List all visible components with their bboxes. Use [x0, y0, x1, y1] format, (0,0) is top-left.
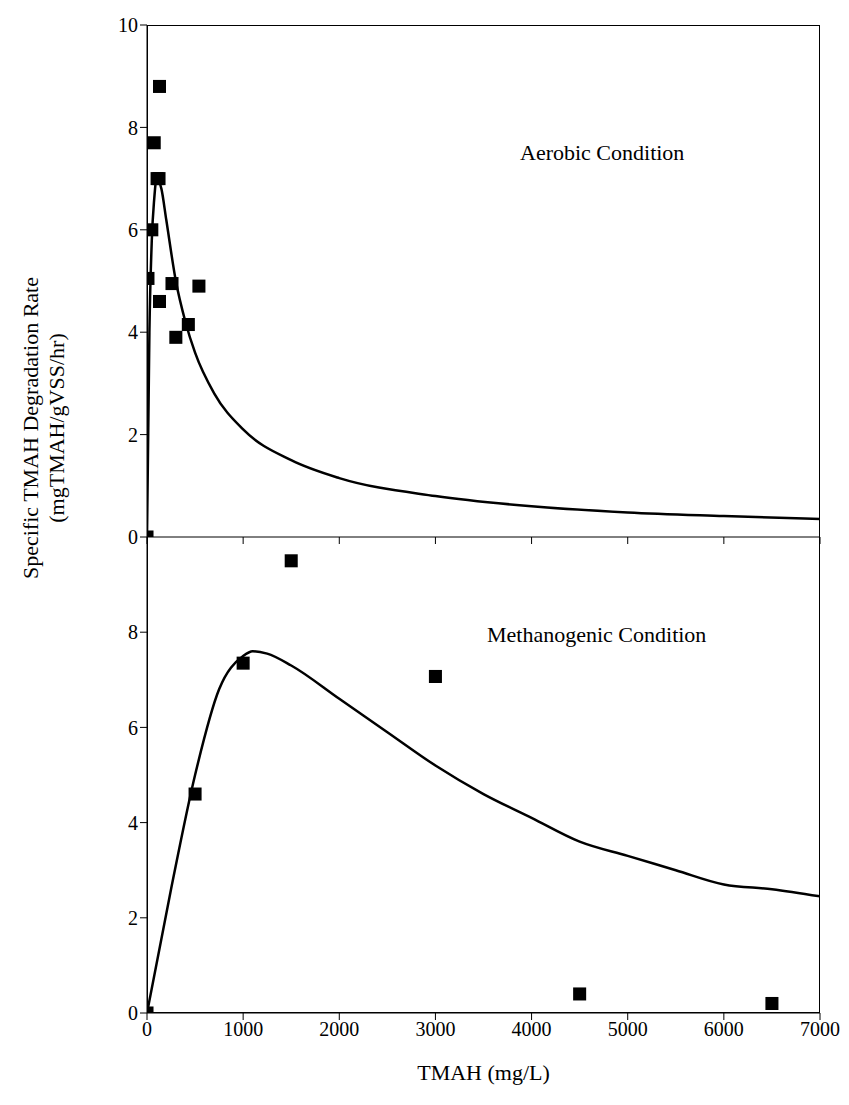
- svg-text:4: 4: [128, 812, 138, 834]
- svg-text:1000: 1000: [223, 1018, 263, 1040]
- svg-text:4: 4: [128, 321, 138, 343]
- svg-text:6000: 6000: [704, 1018, 744, 1040]
- html-text:Methanogenic Condition: Methanogenic Condition: [487, 622, 707, 647]
- svg-text:5000: 5000: [608, 1018, 648, 1040]
- svg-text:10: 10: [118, 14, 138, 36]
- svg-text:2: 2: [128, 424, 138, 446]
- html-text:Aerobic Condition: Aerobic Condition: [520, 140, 685, 165]
- svg-text:6: 6: [128, 717, 138, 739]
- svg-text:3000: 3000: [415, 1018, 455, 1040]
- svg-text:4000: 4000: [512, 1018, 552, 1040]
- svg-text:8: 8: [128, 621, 138, 643]
- svg-text:8: 8: [128, 117, 138, 139]
- svg-text:0: 0: [142, 1018, 152, 1040]
- svg-text:TMAH (mg/L): TMAH (mg/L): [417, 1060, 550, 1085]
- svg-text:0: 0: [128, 526, 138, 548]
- svg-text:0: 0: [128, 1002, 138, 1024]
- svg-text:2: 2: [128, 907, 138, 929]
- svg-text:7000: 7000: [800, 1018, 840, 1040]
- svg-text:6: 6: [128, 219, 138, 241]
- svg-text:2000: 2000: [319, 1018, 359, 1040]
- html-text:Specific TMAH Degradation Rate: Specific TMAH Degradation Rate (mgTMAH/g…: [18, 277, 69, 579]
